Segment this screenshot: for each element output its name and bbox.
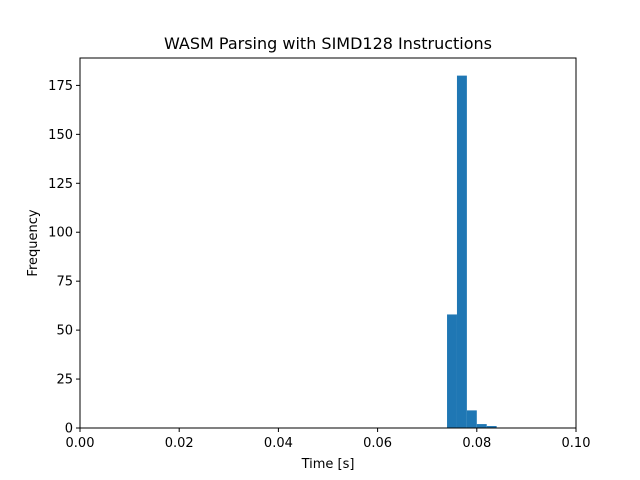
- histogram-bar-4: [486, 426, 497, 428]
- x-tick-label: 0.08: [462, 436, 491, 451]
- y-tick-label: 0: [65, 422, 73, 437]
- y-tick-label: 50: [56, 324, 73, 339]
- histogram-bar-0: [447, 314, 457, 428]
- histogram-bar-1: [456, 75, 467, 428]
- y-tick-label: 75: [56, 275, 73, 290]
- histogram-bar-2: [466, 410, 477, 428]
- histogram-bar-3: [476, 424, 487, 428]
- x-axis-label: Time [s]: [301, 457, 355, 472]
- y-axis-ticks: 0 25 50 75 100 125 150 175: [48, 79, 80, 437]
- x-tick-label: 0.06: [363, 436, 392, 451]
- x-tick-label: 0.10: [562, 436, 591, 451]
- x-tick-label: 0.02: [165, 436, 194, 451]
- x-axis-ticks: 0.00 0.02 0.04 0.06 0.08 0.10: [66, 428, 591, 451]
- y-tick-label: 125: [48, 177, 73, 192]
- y-tick-label: 175: [48, 79, 73, 94]
- y-axis-label: Frequency: [26, 209, 41, 276]
- y-tick-label: 25: [56, 373, 73, 388]
- y-tick-label: 100: [48, 226, 73, 241]
- plot-area-frame: [79, 57, 577, 429]
- y-tick-label: 150: [48, 128, 73, 143]
- chart-title: WASM Parsing with SIMD128 Instructions: [164, 34, 492, 53]
- x-tick-label: 0.00: [66, 436, 95, 451]
- bars-group: [447, 75, 497, 428]
- x-tick-label: 0.04: [264, 436, 293, 451]
